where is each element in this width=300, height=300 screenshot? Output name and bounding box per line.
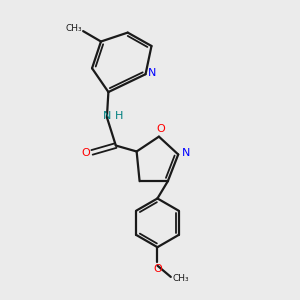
Text: O: O xyxy=(156,124,165,134)
Text: N: N xyxy=(148,68,156,78)
Text: H: H xyxy=(115,111,124,121)
Text: CH₃: CH₃ xyxy=(65,24,82,33)
Text: O: O xyxy=(153,264,162,274)
Text: O: O xyxy=(81,148,90,158)
Text: CH₃: CH₃ xyxy=(173,274,190,283)
Text: N: N xyxy=(103,111,111,121)
Text: N: N xyxy=(182,148,191,158)
